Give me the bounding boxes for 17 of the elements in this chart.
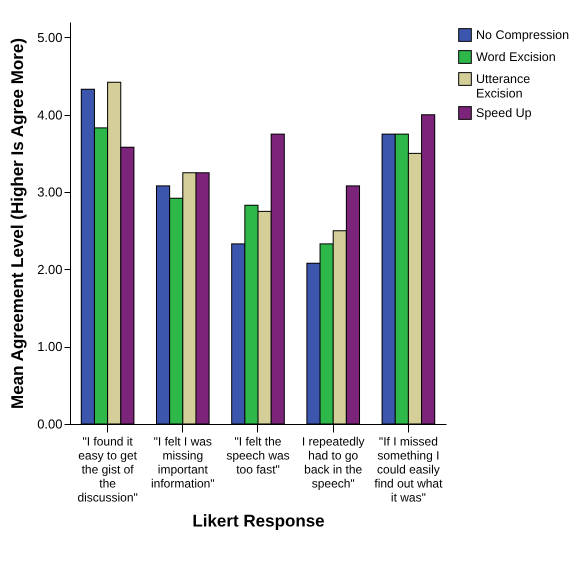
y-tick-label: 2.00 bbox=[37, 262, 62, 277]
y-tick-label: 3.00 bbox=[37, 184, 62, 200]
legend-label: Speed Up bbox=[476, 106, 532, 120]
y-tick-label: 1.00 bbox=[37, 339, 62, 354]
legend-label: Word Excision bbox=[476, 50, 556, 64]
y-tick-label: 5.00 bbox=[37, 30, 62, 45]
y-axis-title: Mean Agreement Level (Higher Is Agree More) bbox=[8, 38, 28, 409]
x-tick-label: "I felt the speech was too fast" bbox=[226, 434, 290, 476]
x-tick-label: I repeatedly had to go back in the speech" bbox=[302, 434, 365, 490]
y-tick-label: 4.00 bbox=[37, 107, 62, 122]
x-axis-title: Likert Response bbox=[192, 512, 325, 530]
x-tick-label: "I found it easy to get the gist of the discussion" bbox=[77, 434, 138, 504]
legend-label: Utterance Excision bbox=[476, 72, 530, 100]
x-tick-label: "If I missed something I could easily find out what it was" bbox=[374, 434, 444, 504]
legend-label: No Compression bbox=[476, 28, 570, 42]
x-tick-label: "I felt I was missing important information" bbox=[150, 434, 215, 490]
y-tick-label: 0.00 bbox=[37, 416, 62, 432]
